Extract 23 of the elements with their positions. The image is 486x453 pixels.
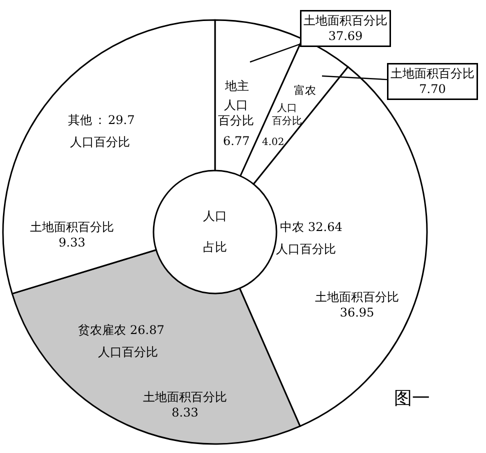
slice-label: 富农 (294, 84, 316, 97)
text: 人口占比 (203, 209, 227, 254)
text: 人口百分比 (70, 135, 130, 149)
text: 土地面积百分比 8.33 (143, 390, 227, 420)
data-label: 6.77 (223, 134, 250, 148)
slice-label: 贫农雇农 (78, 323, 126, 337)
text: 人口百分比 (98, 345, 158, 359)
slice-label: 中农 (280, 220, 304, 234)
slice-label: 其他 (68, 113, 92, 127)
text: 图一 (394, 388, 430, 409)
text: 人口百分比 (218, 98, 254, 128)
text: 土地面积百分比 36.95 (315, 290, 399, 320)
data-label: 29.7 (108, 113, 135, 127)
text: 人口百分比 (272, 103, 302, 127)
text: ： (94, 113, 106, 127)
text: 人口百分比 (276, 242, 336, 256)
text: 土地面积百分比 37.69 (304, 14, 388, 44)
slice-label: 地主 (224, 79, 249, 93)
text: 土地面积百分比 7.70 (390, 66, 474, 96)
text: 土地面积百分比 9.33 (30, 220, 114, 250)
data-label: 32.64 (308, 220, 343, 234)
data-label: 4.02 (262, 137, 284, 148)
data-label: 26.87 (130, 323, 164, 337)
